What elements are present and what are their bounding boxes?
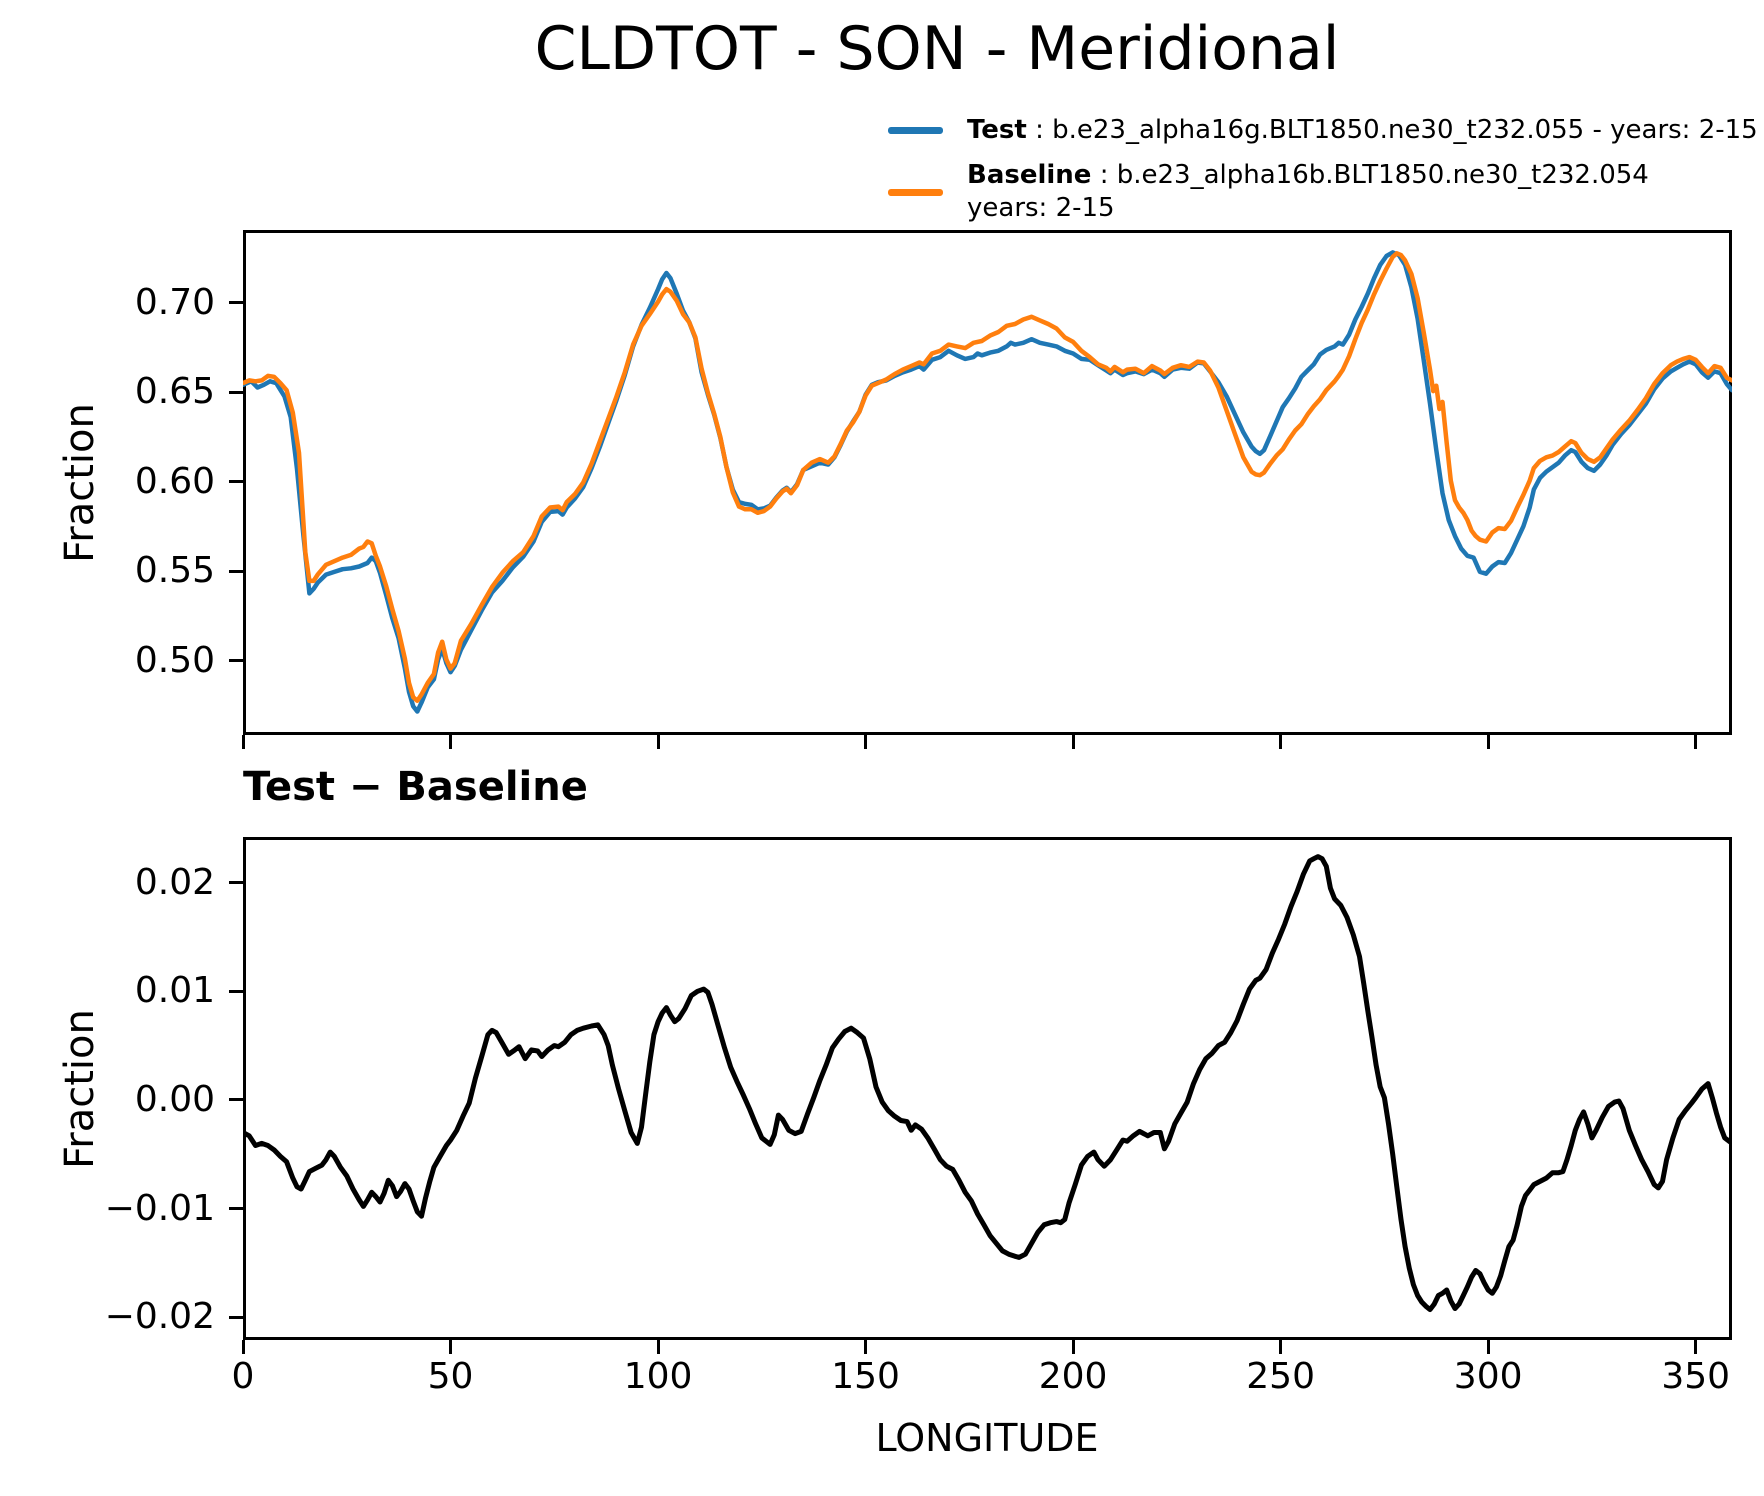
top-chart bbox=[243, 230, 1732, 735]
y-tick-label: −0.01 bbox=[104, 1187, 215, 1229]
x-tick bbox=[1486, 735, 1490, 749]
y-tick-label: 0.65 bbox=[134, 371, 215, 412]
y-tick bbox=[229, 1207, 243, 1211]
top-chart-frame bbox=[243, 230, 1732, 735]
y-tick bbox=[229, 881, 243, 885]
x-tick bbox=[241, 735, 245, 749]
legend: Test : b.e23_alpha16g.BLT1850.ne30_t232.… bbox=[888, 114, 1758, 225]
x-tick bbox=[449, 1340, 453, 1354]
x-tick bbox=[241, 1340, 245, 1354]
x-tick-label: 150 bbox=[831, 1356, 900, 1397]
y-tick bbox=[229, 989, 243, 993]
x-tick-label: 200 bbox=[1038, 1356, 1108, 1397]
legend-test-label: Test : b.e23_alpha16g.BLT1850.ne30_t232.… bbox=[967, 115, 1758, 145]
diff-line bbox=[243, 854, 1732, 1313]
y-tick-label: 0.02 bbox=[134, 861, 215, 903]
y-tick-label: 0.70 bbox=[134, 281, 215, 323]
legend-baseline-label: Baseline : b.e23_alpha16b.BLT1850.ne30_t… bbox=[967, 160, 1649, 223]
x-tick bbox=[656, 1340, 660, 1354]
x-tick bbox=[1279, 735, 1283, 749]
y-tick-label: 0.00 bbox=[134, 1078, 215, 1120]
y-tick bbox=[229, 569, 243, 573]
y-tick-label: 0.01 bbox=[134, 970, 215, 1012]
y-tick bbox=[229, 659, 243, 663]
bottom-chart-frame bbox=[243, 837, 1732, 1340]
x-tick bbox=[1694, 1340, 1698, 1354]
legend-item-test: Test : b.e23_alpha16g.BLT1850.ne30_t232.… bbox=[888, 114, 1758, 147]
y-tick bbox=[229, 301, 243, 304]
x-tick bbox=[656, 735, 660, 749]
x-tick-label: 250 bbox=[1246, 1356, 1315, 1397]
bottom-chart bbox=[243, 837, 1732, 1340]
y-tick-label: 0.50 bbox=[134, 639, 215, 681]
x-tick bbox=[1071, 1340, 1075, 1354]
x-tick bbox=[1486, 1340, 1490, 1354]
y-tick-label: −0.02 bbox=[104, 1296, 215, 1338]
y-tick bbox=[229, 1315, 243, 1319]
y-tick-label: 0.55 bbox=[134, 550, 215, 592]
x-tick-label: 100 bbox=[623, 1356, 693, 1397]
x-tick-label: 0 bbox=[231, 1356, 255, 1397]
page-title: CLDTOT - SON - Meridional bbox=[534, 14, 1340, 84]
test-line-swatch bbox=[888, 127, 943, 134]
baseline-line-swatch bbox=[888, 188, 943, 196]
x-tick-label: 350 bbox=[1661, 1356, 1731, 1397]
x-tick bbox=[864, 735, 868, 749]
y-tick bbox=[229, 1098, 243, 1102]
subtitle-diff: Test − Baseline bbox=[243, 764, 588, 810]
x-axis-label: LONGITUDE bbox=[875, 1416, 1099, 1460]
legend-item-baseline: Baseline : b.e23_alpha16b.BLT1850.ne30_t… bbox=[888, 159, 1758, 225]
y-tick-label: 0.60 bbox=[134, 460, 215, 502]
y-tick bbox=[229, 480, 243, 483]
x-tick-label: 300 bbox=[1453, 1356, 1523, 1397]
x-tick bbox=[449, 735, 453, 749]
x-tick bbox=[1279, 1340, 1283, 1354]
x-tick bbox=[1071, 735, 1075, 749]
test-line bbox=[243, 250, 1732, 714]
x-tick-label: 50 bbox=[427, 1356, 474, 1397]
x-tick bbox=[1694, 735, 1698, 749]
x-tick bbox=[864, 1340, 868, 1354]
baseline-line bbox=[243, 251, 1732, 704]
y-tick bbox=[229, 390, 243, 394]
